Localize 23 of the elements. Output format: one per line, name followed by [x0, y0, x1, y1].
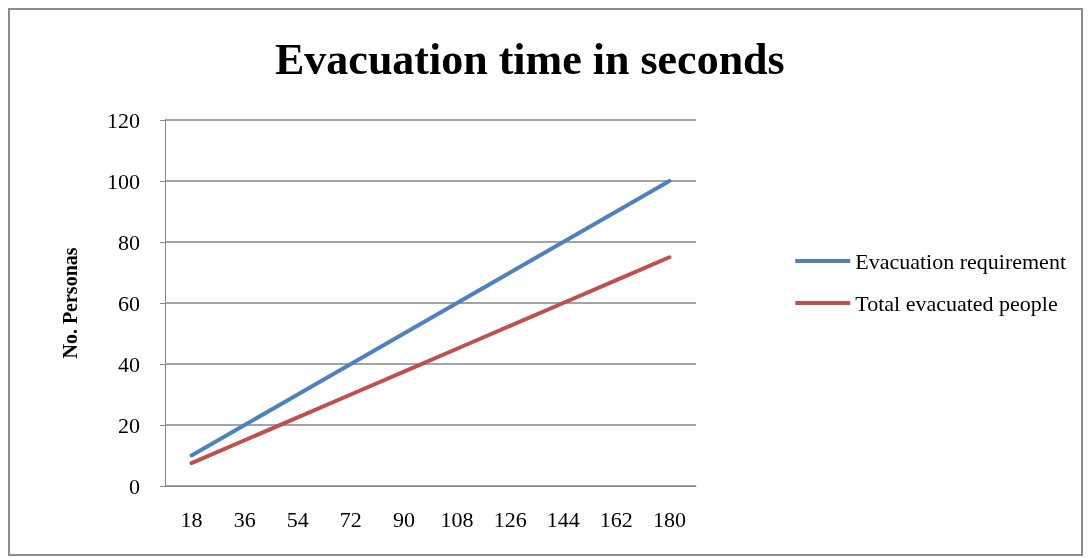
chart-title: Evacuation time in seconds — [275, 34, 785, 84]
y-tick-label: 120 — [107, 107, 140, 133]
x-tick-label: 18 — [180, 506, 203, 532]
y-axis-title: No. Personas — [59, 247, 81, 359]
x-tick-label: 72 — [339, 506, 362, 532]
legend-label: Evacuation requirement — [855, 248, 1067, 274]
x-tick-label: 36 — [233, 506, 256, 532]
y-tick-label: 80 — [118, 229, 140, 255]
y-tick-label: 60 — [118, 290, 140, 316]
legend-label: Total evacuated people — [855, 290, 1058, 316]
line-series — [189, 179, 672, 458]
x-tick-label: 144 — [546, 506, 580, 532]
x-tick-label: 108 — [440, 506, 474, 532]
x-tick-label: 162 — [599, 506, 633, 532]
x-tick-label: 54 — [286, 506, 309, 532]
x-tick-label: 90 — [392, 506, 415, 532]
line-series — [189, 255, 672, 466]
y-tick-label: 20 — [118, 412, 140, 438]
x-tick-label: 180 — [652, 506, 686, 532]
y-tick-label: 100 — [107, 168, 140, 194]
x-tick-label: 126 — [493, 506, 527, 532]
y-tick-label: 0 — [129, 473, 140, 499]
y-tick-label: 40 — [118, 351, 140, 377]
